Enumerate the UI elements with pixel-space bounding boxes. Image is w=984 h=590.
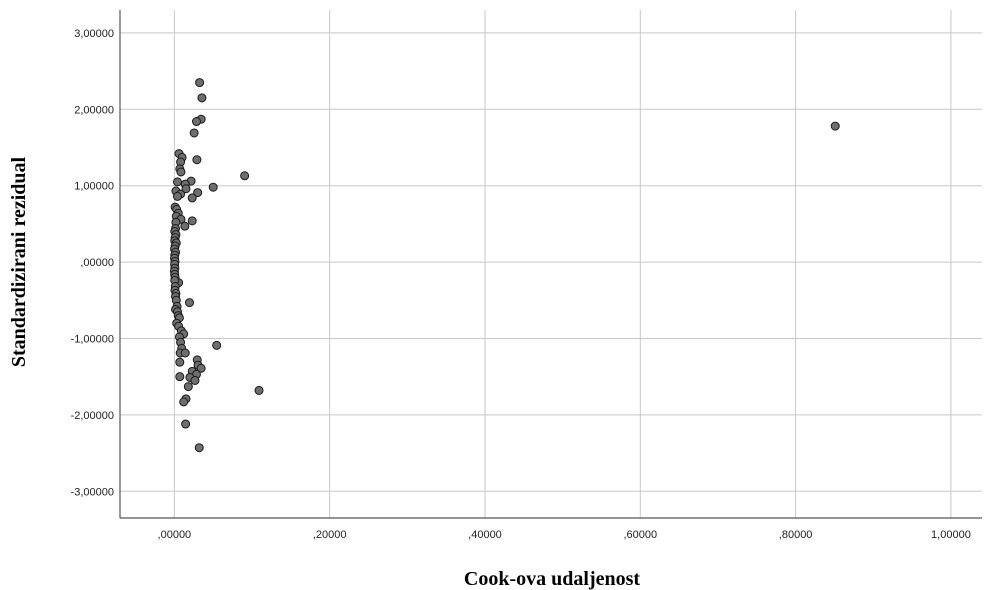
data-point (197, 93, 207, 103)
data-point (208, 182, 218, 192)
data-point (212, 340, 222, 350)
data-point (183, 382, 193, 392)
x-tick-label: ,80000 (779, 529, 813, 541)
x-tick-label: ,40000 (468, 529, 502, 541)
y-axis-title: Standardizirani rezidual (8, 156, 30, 367)
x-tick-label: ,60000 (623, 529, 657, 541)
data-point (194, 443, 204, 453)
data-point (175, 372, 185, 382)
data-point (181, 184, 191, 194)
y-tick-label: ,00000 (80, 257, 114, 269)
data-point (172, 177, 182, 187)
y-tick-label: 1,00000 (74, 181, 114, 193)
data-point (240, 171, 250, 181)
data-points (169, 78, 840, 453)
data-point (179, 397, 189, 407)
data-point (181, 419, 191, 429)
data-point (180, 221, 190, 231)
data-point (176, 167, 186, 177)
y-tick-label: 3,00000 (74, 28, 114, 40)
y-tick-label: 2,00000 (74, 104, 114, 116)
x-tick-label: ,00000 (158, 529, 192, 541)
x-tick-label: 1,00000 (931, 529, 971, 541)
data-point (180, 348, 190, 358)
data-point (187, 193, 197, 203)
data-point (192, 155, 202, 165)
axes (119, 10, 982, 519)
data-point (190, 375, 200, 385)
x-axis-title: Cook-ova udaljenost (464, 568, 640, 590)
data-point (172, 191, 182, 201)
y-tick-label: -2,00000 (71, 410, 114, 422)
data-point (175, 357, 185, 367)
data-point (830, 121, 840, 131)
y-tick-labels: 3,00000 2,00000 1,00000 ,00000 -1,00000 -2,00… (71, 28, 114, 498)
x-gridlines (173, 10, 952, 518)
data-point (254, 385, 264, 395)
data-point (191, 117, 201, 127)
data-point (196, 363, 206, 373)
data-point (193, 188, 203, 198)
y-tick-label: -1,00000 (71, 333, 114, 345)
data-point (189, 128, 199, 138)
y-gridlines (120, 32, 982, 492)
x-tick-label: ,20000 (313, 529, 347, 541)
x-tick-labels: ,00000 ,20000 ,40000 ,60000 ,80000 1,00000 (158, 529, 971, 541)
data-point (195, 78, 205, 88)
data-point (185, 298, 195, 308)
data-point (187, 216, 197, 226)
y-tick-label: -3,00000 (71, 486, 114, 498)
